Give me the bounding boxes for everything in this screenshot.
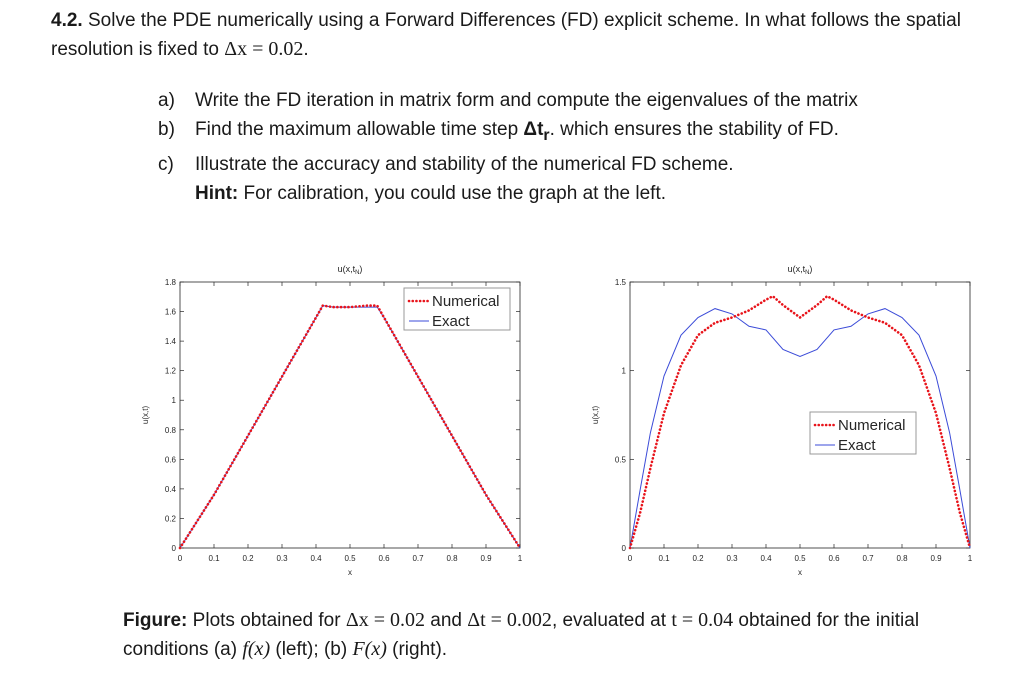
x-tick-label: 0.4 <box>760 554 772 563</box>
task-label: a) <box>158 90 175 111</box>
y-tick-label: 1 <box>622 367 627 376</box>
caption-label: Figure: <box>123 610 188 631</box>
dx-expression: Δx = 0.02 <box>224 38 304 60</box>
chart-right: u(x,tN) 0 0.1 0.2 0.3 0.4 0.5 0.6 0.7 0.8 0.9 1 0 0.5… <box>591 264 973 577</box>
x-tick-label: 0 <box>178 554 183 563</box>
x-tick-label: 0.7 <box>862 554 874 563</box>
y-tick-label: 0.5 <box>615 455 627 464</box>
x-tick-label: 0.3 <box>276 554 288 563</box>
x-tick-label: 1 <box>968 554 973 563</box>
problem-text: Solve the PDE numerically using a Forwar… <box>51 10 961 60</box>
legend-box <box>809 411 917 455</box>
chart-title: u(x,tN) <box>338 264 363 276</box>
series-line-numerical <box>178 304 522 550</box>
task-text-before: Find the maximum allowable time step <box>195 119 524 140</box>
caption-text: obtained for the initial conditions (a) <box>123 610 920 660</box>
x-tick-label: 0.6 <box>828 554 840 563</box>
y-tick-label: 1.5 <box>615 278 627 287</box>
y-axis-label: u(x,t) <box>141 406 150 425</box>
problem-number: 4.2. <box>51 10 83 31</box>
problem-statement: 4.2. Solve the PDE numerically using a F… <box>51 6 991 64</box>
y-tick-label: 1.6 <box>165 308 177 317</box>
task-label: b) <box>158 119 175 140</box>
task-label: c) <box>158 153 174 175</box>
legend-label: Exact <box>432 313 470 330</box>
chart-title-subscript: N <box>355 270 359 276</box>
x-tick-label: 0.1 <box>208 554 220 563</box>
x-tick-label: 0 <box>628 554 633 563</box>
x-tick-label: 0.7 <box>412 554 424 563</box>
y-tick-label: 0.2 <box>165 514 177 523</box>
task-item-b: b) Find the maximum allowable time step … <box>158 115 858 150</box>
caption-text: and <box>424 610 468 631</box>
legend-box <box>403 287 511 331</box>
x-tick-label: 0.6 <box>378 554 390 563</box>
hint-line: Hint: For calibration, you could use the… <box>195 179 858 208</box>
caption-text: (right). <box>386 639 448 660</box>
problem-end: . <box>303 39 309 60</box>
caption-text: , evaluated at <box>551 610 672 631</box>
x-tick-label: 0.9 <box>480 554 492 563</box>
caption-text: Plots obtained for <box>187 610 346 631</box>
task-text: Write the FD iteration in matrix form an… <box>195 90 858 111</box>
y-tick-label: 0.8 <box>165 426 177 435</box>
y-tick-label: 0 <box>622 544 627 553</box>
chart-title-close: ) <box>809 264 812 274</box>
chart-title: u(x,tN) <box>788 264 813 276</box>
x-tick-label: 0.2 <box>242 554 254 563</box>
x-tick-label: 0.4 <box>310 554 322 563</box>
x-tick-label: 0.8 <box>446 554 458 563</box>
caption-fx: f(x) <box>242 638 271 660</box>
caption-dx: Δx = 0.02 <box>345 609 425 631</box>
y-tick-label: 0.4 <box>165 485 177 494</box>
figure-caption: Figure: Plots obtained for Δx = 0.02 and… <box>123 606 983 664</box>
task-item-c: c) Illustrate the accuracy and stability… <box>158 150 858 179</box>
x-tick-label: 0.3 <box>726 554 738 563</box>
y-tick-label: 0 <box>172 544 177 553</box>
chart-left: u(x,tN) 0 0.1 0.2 0.3 0.4 0.5 0.6 0.7 0.8 0.9 1 0 0.2… <box>141 264 523 577</box>
y-tick-label: 1.2 <box>165 367 177 376</box>
hint-label: Hint: <box>195 182 239 204</box>
x-tick-label: 0.5 <box>794 554 806 563</box>
hint-text: For calibration, you could use the graph… <box>238 182 667 204</box>
y-tick-label: 0.6 <box>165 455 177 464</box>
series-line-exact <box>629 308 971 549</box>
x-tick-label: 1 <box>518 554 523 563</box>
caption-dt: Δt = 0.002 <box>467 609 552 631</box>
dt-symbol: Δt <box>523 119 544 140</box>
x-tick-label: 0.8 <box>896 554 908 563</box>
legend-label: Numerical <box>432 293 500 310</box>
y-axis-label: u(x,t) <box>591 406 600 425</box>
y-tick-label: 1.8 <box>165 278 177 287</box>
task-text: Illustrate the accuracy and stability of… <box>195 153 734 175</box>
caption-text: (left); (b) <box>270 639 353 660</box>
caption-Fx: F(x) <box>352 638 387 660</box>
plot-area <box>629 281 971 549</box>
task-text: Find the maximum allowable time step Δtr… <box>195 115 839 150</box>
legend-label: Exact <box>838 437 876 454</box>
task-item-a: a) Write the FD iteration in matrix form… <box>158 86 858 115</box>
series-line-numerical <box>628 294 972 550</box>
legend-label: Numerical <box>838 417 906 434</box>
x-tick-label: 0.1 <box>658 554 670 563</box>
x-axis-label: x <box>348 568 352 577</box>
task-list: a) Write the FD iteration in matrix form… <box>158 86 858 208</box>
y-tick-label: 1 <box>172 396 177 405</box>
caption-t: t = 0.04 <box>671 609 734 631</box>
x-tick-label: 0.9 <box>930 554 942 563</box>
task-text-after: . which ensures the stability of FD. <box>549 119 839 140</box>
dt-subscript: r <box>543 126 550 144</box>
chart-title-subscript: N <box>805 270 809 276</box>
y-tick-label: 1.4 <box>165 337 177 346</box>
x-tick-label: 0.2 <box>692 554 704 563</box>
x-axis-label: x <box>798 568 802 577</box>
chart-title-close: ) <box>359 264 362 274</box>
x-tick-label: 0.5 <box>344 554 356 563</box>
